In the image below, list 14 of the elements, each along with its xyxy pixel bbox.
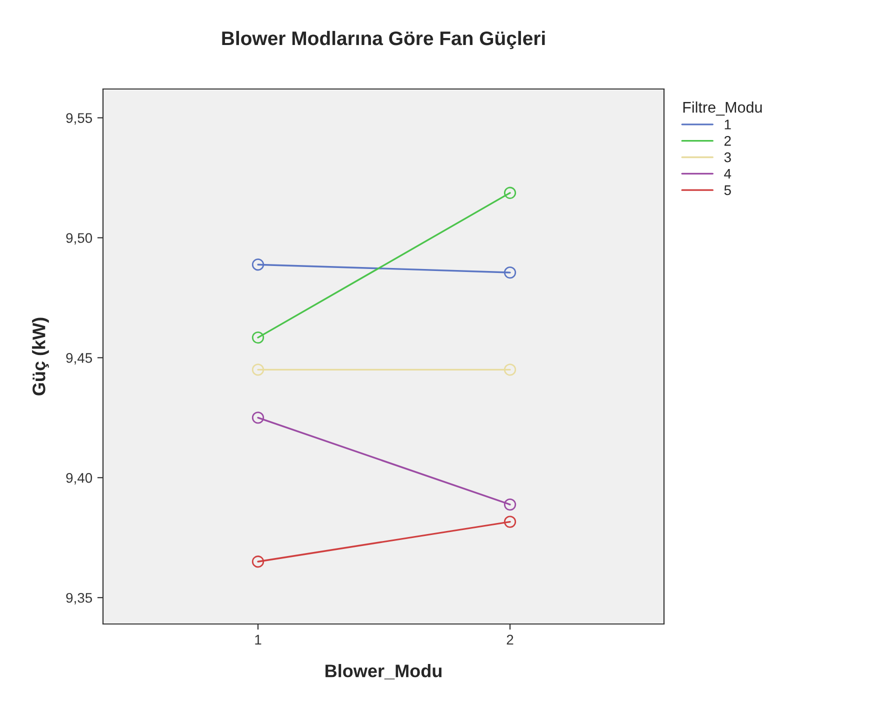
legend-label: 4 [724, 168, 732, 179]
y-tick-label: 9,45 [66, 353, 92, 365]
legend-label: 3 [724, 152, 731, 162]
y-tick-label: 9,50 [66, 233, 92, 245]
legend-title: Filtre_Modu [683, 102, 762, 116]
y-tick-label: 9,35 [66, 592, 92, 604]
legend-label: 1 [724, 120, 731, 130]
y-tick-label: 9,55 [66, 113, 92, 125]
legend-label: 5 [724, 185, 731, 196]
legend-label: 2 [724, 136, 731, 146]
y-axis-title: Güç (kW) [32, 318, 49, 396]
y-tick-label: 9,40 [66, 472, 92, 484]
chart-title: Blower Modlarına Göre Fan Güçleri [222, 30, 545, 50]
x-axis-title: Blower_Modu [326, 664, 442, 680]
